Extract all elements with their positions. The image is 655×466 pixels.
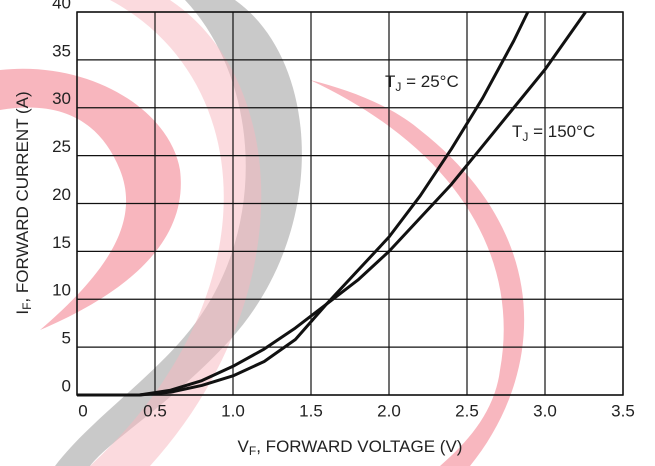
y-tick-label: 10 [52,281,71,300]
annotation-subscript: J [522,130,528,144]
x-tick-label: 2.5 [455,401,479,420]
annotation-symbol: T [512,122,522,141]
annotation-text: = 25°C [401,72,458,91]
x-label-subscript: F [249,444,256,458]
y-tick-label: 25 [52,137,71,156]
series-line [77,11,587,397]
y-tick-label: 40 [52,0,71,12]
plot: 0 5 10 15 20 25 30 35 40 0 0.5 1.0 1.5 2.0 2.5 3.0 3.5 [52,0,635,420]
y-label-subscript: F [20,303,34,310]
plot-frame [76,11,624,396]
annotation-subscript: J [395,80,401,94]
y-tick-label: 20 [52,185,71,204]
series-annotation: TJ = 25°C [385,72,459,94]
y-label-text: , FORWARD CURRENT (A) [13,91,32,302]
x-tick-label: 0.5 [143,401,167,420]
watermark [0,0,525,466]
x-tick-label: 3.0 [533,401,557,420]
y-tick-label: 15 [52,233,71,252]
x-tick-label: 2.0 [377,401,401,420]
y-tick-label: 0 [62,376,71,395]
series-annotation: TJ = 150°C [512,122,595,144]
x-tick-label: 1.0 [221,401,245,420]
x-axis-label: VF, FORWARD VOLTAGE (V) [238,437,463,458]
y-axis-label: IF, FORWARD CURRENT (A) [13,91,34,314]
y-tick-label: 35 [52,41,71,60]
y-tick-label: 5 [62,329,71,348]
x-label-text: , FORWARD VOLTAGE (V) [256,437,462,456]
x-tick-label: 1.5 [299,401,323,420]
x-tick-label: 3.5 [611,401,635,420]
x-label-symbol: V [238,437,250,456]
annotation-symbol: T [385,72,395,91]
y-label-symbol: I [13,310,32,315]
annotation-text: = 150°C [528,122,595,141]
y-tick-label: 30 [52,89,71,108]
x-tick-label: 0 [78,401,87,420]
